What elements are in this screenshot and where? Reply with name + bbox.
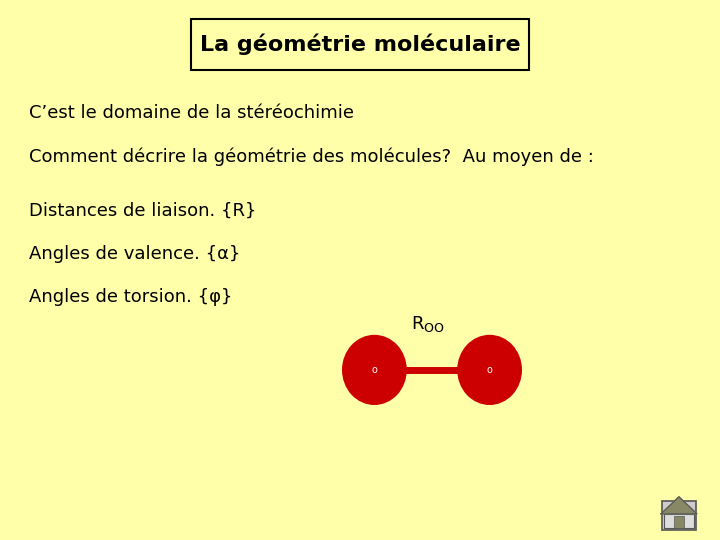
Text: Distances de liaison. {R}: Distances de liaison. {R} xyxy=(29,201,256,220)
Text: Angles de torsion. {φ}: Angles de torsion. {φ} xyxy=(29,288,232,306)
Text: o: o xyxy=(372,365,377,375)
FancyBboxPatch shape xyxy=(662,501,696,530)
Text: Angles de valence. {α}: Angles de valence. {α} xyxy=(29,245,240,263)
Text: $\mathrm{R_{OO}}$: $\mathrm{R_{OO}}$ xyxy=(411,314,446,334)
Ellipse shape xyxy=(342,335,407,405)
FancyBboxPatch shape xyxy=(664,514,694,528)
FancyBboxPatch shape xyxy=(191,19,529,70)
FancyBboxPatch shape xyxy=(674,516,684,528)
Text: C’est le domaine de la stéréochimie: C’est le domaine de la stéréochimie xyxy=(29,104,354,123)
Text: La géométrie moléculaire: La géométrie moléculaire xyxy=(199,34,521,55)
Text: Comment décrire la géométrie des molécules?  Au moyen de :: Comment décrire la géométrie des molécul… xyxy=(29,147,594,166)
Text: o: o xyxy=(487,365,492,375)
Polygon shape xyxy=(661,497,697,514)
Ellipse shape xyxy=(457,335,522,405)
